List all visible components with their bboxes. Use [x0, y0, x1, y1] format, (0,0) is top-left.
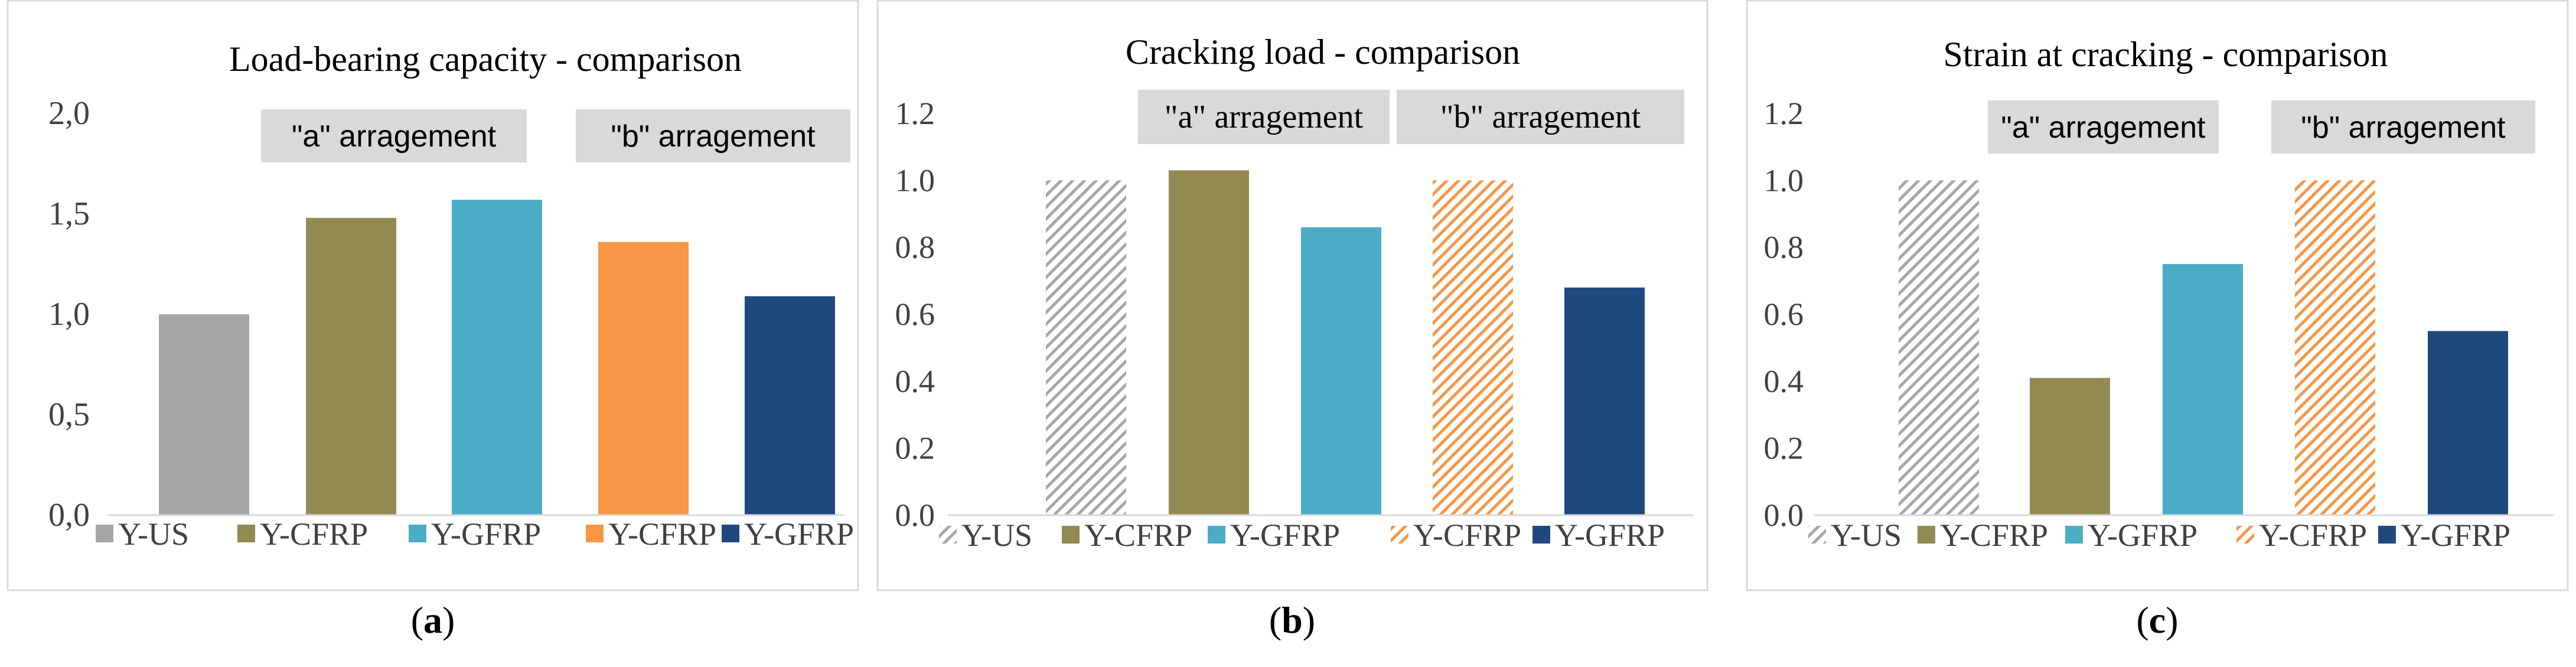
group-label-box — [2271, 100, 2535, 154]
bar-4 — [2295, 180, 2375, 515]
legend-label: Y-CFRP — [260, 516, 368, 552]
group-label-box — [261, 109, 527, 162]
chart-title: Load-bearing capacity - comparison — [229, 40, 742, 79]
y-tick-label: 1.0 — [1764, 162, 1804, 198]
y-tick-label: 0.2 — [1764, 431, 1804, 466]
bar-5 — [2428, 331, 2508, 515]
y-tick-label: 0.4 — [1764, 363, 1804, 399]
group-label: "a" arragement — [2001, 110, 2206, 145]
y-tick-label: 0.0 — [895, 497, 935, 533]
legend-label: Y-CFRP — [2259, 518, 2367, 553]
group-label: "a" arragement — [292, 119, 497, 154]
y-tick-label: 0.8 — [895, 230, 935, 265]
legend-swatch — [2378, 526, 2396, 544]
caption-b-letter: b — [1282, 599, 1303, 641]
legend-label: Y-GFRP — [1230, 518, 1340, 553]
bar-5 — [745, 296, 835, 515]
legend-swatch — [1532, 526, 1550, 544]
legend-swatch — [1062, 526, 1080, 544]
legend-label: Y-GFRP — [2401, 518, 2510, 553]
bar-3 — [2163, 264, 2243, 515]
legend-label: Y-GFRP — [2088, 518, 2197, 553]
caption-a-letter: a — [423, 599, 442, 641]
bar-2 — [1169, 170, 1249, 515]
group-label-box — [1988, 100, 2219, 154]
chart-title: Cracking load - comparison — [1126, 32, 1520, 71]
legend-swatch — [1208, 526, 1225, 544]
legend-swatch — [586, 525, 604, 542]
legend-label: Y-GFRP — [1555, 518, 1665, 553]
bar-1 — [159, 314, 249, 515]
y-tick-label: 0.0 — [1764, 497, 1804, 533]
y-tick-label: 1.2 — [1764, 96, 1804, 131]
caption-c-letter: c — [2148, 599, 2166, 641]
chart-panel-a: Load-bearing capacity - comparison 0,0 0,5… — [6, 0, 859, 667]
caption-a: (a) — [410, 599, 455, 641]
legend-swatch — [939, 526, 957, 544]
y-tick-label: 0.8 — [1764, 230, 1804, 265]
y-tick-label: 0.2 — [895, 431, 935, 466]
group-label-box — [1138, 90, 1390, 144]
bar-4 — [1433, 180, 1513, 515]
chart-panel-b: Cracking load - comparison 0.0 0.2 0.4 0.6 0.… — [876, 0, 1708, 667]
legend-swatch — [722, 525, 739, 542]
group-label-box — [1397, 90, 1684, 144]
bar-3 — [452, 200, 542, 515]
legend-label: Y-US — [1831, 518, 1902, 553]
legend-swatch — [96, 525, 113, 542]
legend-label: Y-CFRP — [1413, 518, 1521, 553]
y-tick-label: 0.6 — [895, 297, 935, 332]
y-tick-label: 1.2 — [895, 96, 935, 131]
legend-label: Y-CFRP — [1084, 518, 1192, 553]
bar-2 — [306, 217, 396, 515]
y-tick-label: 1,5 — [48, 196, 90, 232]
caption-c: (c) — [2136, 599, 2179, 641]
group-label-box — [576, 109, 850, 162]
caption-b: (b) — [1269, 599, 1316, 641]
y-tick-label: 1,0 — [48, 296, 90, 333]
chart-a: Load-bearing capacity - comparison 0,0 0,5… — [6, 0, 859, 591]
legend-swatch — [1391, 526, 1408, 544]
legend-label: Y-US — [118, 516, 189, 552]
bar-5 — [1564, 287, 1645, 515]
legend-swatch — [2236, 526, 2254, 544]
legend-swatch — [1918, 526, 1935, 544]
bar-2 — [2030, 378, 2110, 515]
chart-border — [6, 0, 859, 591]
y-tick-label: 0.4 — [895, 363, 935, 399]
legend-swatch — [237, 525, 255, 542]
chart-panel-c: Strain at cracking - comparison 0.0 0.2 0.4… — [1746, 0, 2569, 667]
group-label: "b" arragement — [1440, 99, 1641, 135]
bar-3 — [1301, 227, 1381, 515]
group-label: "b" arragement — [611, 119, 816, 154]
legend-swatch — [2065, 526, 2083, 544]
y-tick-label: 2,0 — [48, 95, 90, 132]
legend-label: Y-US — [961, 518, 1032, 553]
bar-4 — [598, 242, 689, 515]
chart-b: Cracking load - comparison 0.0 0.2 0.4 0.6 0.… — [876, 0, 1708, 591]
y-tick-label: 0.6 — [1764, 297, 1804, 332]
legend-label: Y-GFRP — [431, 516, 541, 552]
legend-label: Y-GFRP — [744, 516, 854, 552]
y-tick-label: 0,0 — [48, 497, 90, 533]
legend-label: Y-CFRP — [1940, 518, 2048, 553]
chart-title: Strain at cracking - comparison — [1943, 35, 2388, 74]
y-tick-label: 0,5 — [48, 396, 90, 433]
group-label: "b" arragement — [2301, 110, 2506, 145]
legend-label: Y-CFRP — [608, 516, 716, 552]
legend-swatch — [1808, 526, 1826, 544]
chart-c: Strain at cracking - comparison 0.0 0.2 0.4… — [1746, 0, 2569, 591]
legend-swatch — [409, 525, 426, 542]
bar-1 — [1046, 180, 1126, 515]
y-tick-label: 1.0 — [895, 162, 935, 198]
bar-1 — [1899, 180, 1979, 515]
group-label: "a" arragement — [1165, 99, 1364, 135]
